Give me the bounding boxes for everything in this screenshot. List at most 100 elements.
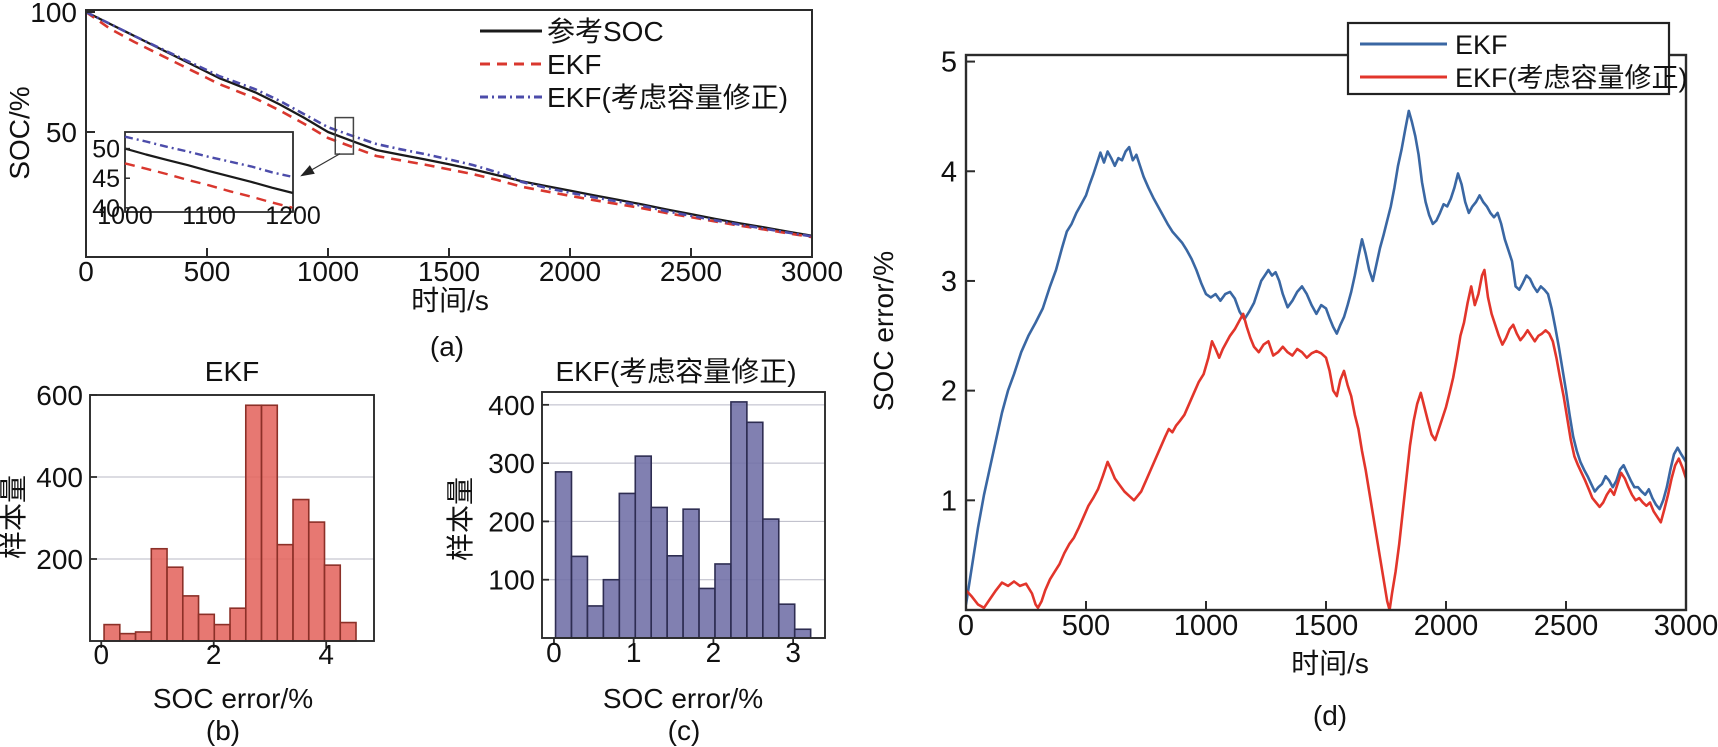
series-EKF — [85, 10, 813, 239]
bar — [323, 564, 342, 642]
tick-label: 100 — [488, 565, 535, 596]
tick-label: 500 — [1062, 610, 1110, 642]
tick-label: 600 — [36, 380, 83, 411]
bar — [618, 492, 637, 639]
inset-series-EKF — [124, 162, 294, 210]
legend-label-3: EKF(考虑容量修正) — [547, 82, 788, 113]
bar — [244, 404, 263, 642]
bar — [570, 555, 589, 639]
tick-label: 200 — [36, 544, 83, 575]
axes-box — [541, 391, 826, 639]
tick-label: 40 — [92, 195, 120, 223]
bar — [698, 587, 716, 639]
bar — [197, 613, 216, 642]
bar — [666, 555, 684, 639]
series-EKF — [965, 109, 1687, 605]
tick-label: 1100 — [182, 202, 236, 230]
bar — [762, 518, 780, 639]
tick-label: 300 — [488, 448, 535, 479]
legend-label-1: 参考SOC — [547, 16, 664, 47]
tick-label: 2000 — [539, 256, 601, 287]
ticks: 0 500 1000 1500 2000 2500 3000 1 2 3 4 5 — [941, 47, 1718, 642]
chart-a: 0 500 1000 1500 2000 2500 3000 50 100 参考SOCEKFEKF… — [30, 0, 843, 287]
tick-label: 5 — [941, 47, 957, 79]
inset-series-参考SOC — [124, 147, 294, 195]
arrow-line — [312, 153, 341, 170]
bar — [650, 506, 668, 639]
tick-label: 1000 — [97, 202, 153, 230]
bar — [307, 521, 326, 642]
bars — [103, 404, 357, 642]
zoom-rect — [334, 116, 355, 155]
bar — [777, 603, 796, 639]
chart-c-ylabel: 样本量 — [445, 476, 476, 562]
tick-label: 2 — [206, 639, 222, 670]
series-EKF(考虑容量修正) — [85, 10, 813, 238]
tick-label: 100 — [30, 0, 77, 28]
tick-label: 0 — [958, 610, 974, 642]
chart-a-xlabel: 时间/s — [411, 285, 489, 316]
chart-d-ylabel: SOC error/% — [868, 250, 899, 412]
chart-b-title: EKF — [204, 356, 260, 387]
series-group — [965, 109, 1687, 611]
tick-label: 4 — [941, 156, 957, 188]
tick-label: 1200 — [265, 202, 321, 230]
tick-label: 500 — [184, 256, 231, 287]
bar — [292, 498, 310, 642]
tick-label: 3000 — [781, 256, 843, 287]
zoom-annotation — [300, 116, 355, 177]
bar — [730, 401, 748, 639]
tick-label: 0 — [546, 637, 562, 668]
chart-b-xlabel: SOC error/% — [152, 683, 314, 714]
bar — [276, 543, 294, 642]
tick-label: 50 — [46, 117, 77, 148]
legend-label-1: EKF — [1455, 30, 1508, 60]
tick-label: 2 — [706, 637, 722, 668]
bar — [150, 547, 168, 642]
legend-label-2: EKF — [547, 49, 601, 80]
bar — [119, 632, 137, 642]
bar — [746, 421, 764, 639]
chart-a-caption: (a) — [429, 331, 465, 362]
bars — [554, 401, 812, 639]
bar — [339, 621, 357, 642]
axes-box — [964, 53, 1688, 612]
bar — [586, 605, 605, 639]
chart-d-xlabel: 时间/s — [1291, 648, 1369, 679]
tick-label: 3 — [941, 266, 957, 298]
bar — [260, 404, 279, 642]
chart-a-ylabel: SOC/% — [4, 86, 35, 180]
tick-label: 2500 — [660, 256, 722, 287]
bar — [229, 607, 247, 642]
series-参考SOC — [85, 10, 813, 237]
chart-c-histogram: 0 1 2 3 100 200 300 400 — [488, 390, 826, 668]
bar — [554, 471, 573, 639]
bar — [602, 578, 621, 639]
tick-label: 2000 — [1414, 610, 1479, 642]
tick-label: 1500 — [418, 256, 480, 287]
gridlines — [90, 476, 374, 560]
tick-label: 3 — [785, 637, 801, 668]
bar — [166, 566, 184, 642]
bar — [682, 508, 700, 639]
tick-label: 0 — [93, 639, 109, 670]
series-EKF(考虑容量修正) — [965, 268, 1687, 611]
ticks: 0 2 4 200 400 600 — [36, 380, 334, 670]
tick-label: 2 — [941, 376, 957, 408]
tick-label: 45 — [92, 165, 120, 193]
tick-label: 1500 — [1294, 610, 1359, 642]
ticks: 0 500 1000 1500 2000 2500 3000 50 100 — [30, 0, 843, 287]
tick-label: 1000 — [297, 256, 359, 287]
tick-label: 1 — [941, 485, 957, 517]
chart-b-ylabel: 样本量 — [0, 474, 29, 560]
bar — [134, 631, 153, 642]
ticks: 0 1 2 3 100 200 300 400 — [488, 390, 801, 668]
chart-d-caption: (d) — [1312, 700, 1348, 731]
bar — [714, 563, 732, 639]
bar — [634, 455, 653, 639]
chart-c-caption: (c) — [667, 715, 701, 746]
tick-label: 400 — [488, 390, 535, 421]
axes-box — [89, 394, 375, 642]
